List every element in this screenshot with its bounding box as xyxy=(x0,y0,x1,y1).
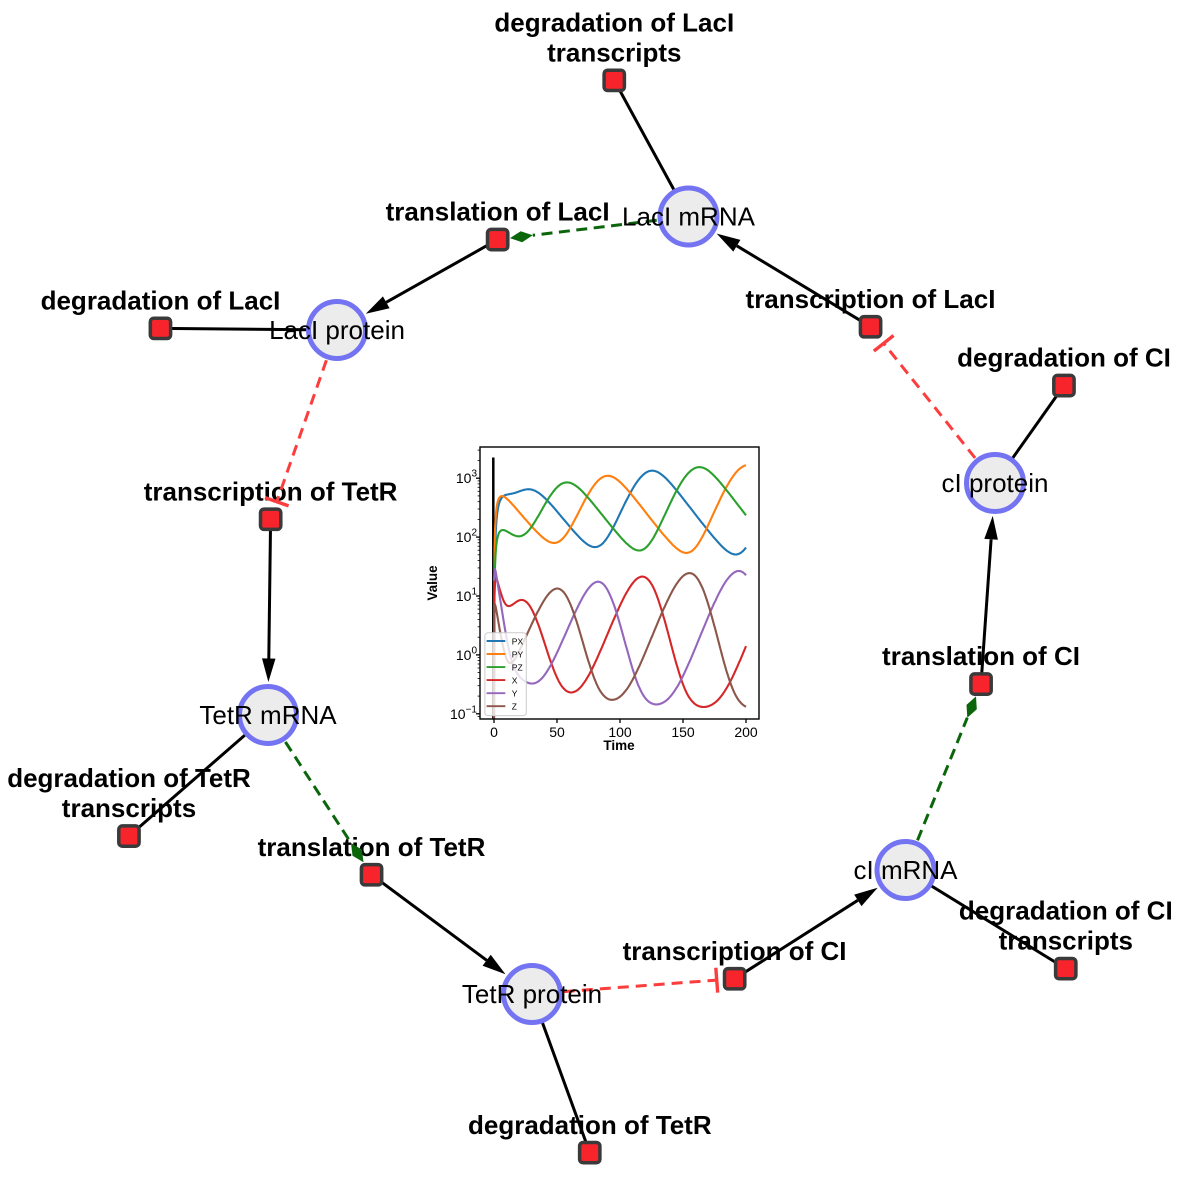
svg-text:transcripts: transcripts xyxy=(547,38,681,68)
svg-text:LacI mRNA: LacI mRNA xyxy=(622,202,756,232)
svg-text:transcripts: transcripts xyxy=(62,793,196,823)
svg-text:X: X xyxy=(512,675,518,685)
svg-text:translation of LacI: translation of LacI xyxy=(386,197,610,227)
svg-text:degradation of CI: degradation of CI xyxy=(959,896,1173,926)
svg-text:cI protein: cI protein xyxy=(942,468,1049,498)
svg-text:transcription of CI: transcription of CI xyxy=(623,936,847,966)
svg-text:0: 0 xyxy=(490,724,498,740)
svg-text:degradation of LacI: degradation of LacI xyxy=(494,8,734,38)
svg-text:TetR protein: TetR protein xyxy=(462,979,602,1009)
svg-text:LacI protein: LacI protein xyxy=(269,315,405,345)
svg-text:50: 50 xyxy=(549,724,565,740)
svg-text:transcription of TetR: transcription of TetR xyxy=(144,476,398,506)
svg-text:Y: Y xyxy=(512,689,518,699)
svg-text:PZ: PZ xyxy=(512,662,523,672)
svg-text:Value: Value xyxy=(425,565,440,601)
svg-text:translation of TetR: translation of TetR xyxy=(258,832,486,862)
svg-text:200: 200 xyxy=(734,724,758,740)
svg-text:cI mRNA: cI mRNA xyxy=(854,855,959,885)
svg-text:degradation of CI: degradation of CI xyxy=(957,343,1171,373)
svg-text:150: 150 xyxy=(671,724,695,740)
svg-text:degradation of LacI: degradation of LacI xyxy=(41,286,281,316)
svg-text:Time: Time xyxy=(603,738,635,753)
svg-text:PX: PX xyxy=(512,636,524,646)
svg-text:degradation of TetR: degradation of TetR xyxy=(468,1110,712,1140)
svg-text:degradation of TetR: degradation of TetR xyxy=(7,763,251,793)
svg-text:transcription of LacI: transcription of LacI xyxy=(746,284,996,314)
svg-text:PY: PY xyxy=(512,649,524,659)
svg-text:TetR mRNA: TetR mRNA xyxy=(199,700,337,730)
svg-text:Z: Z xyxy=(512,702,517,712)
svg-text:100: 100 xyxy=(608,724,632,740)
